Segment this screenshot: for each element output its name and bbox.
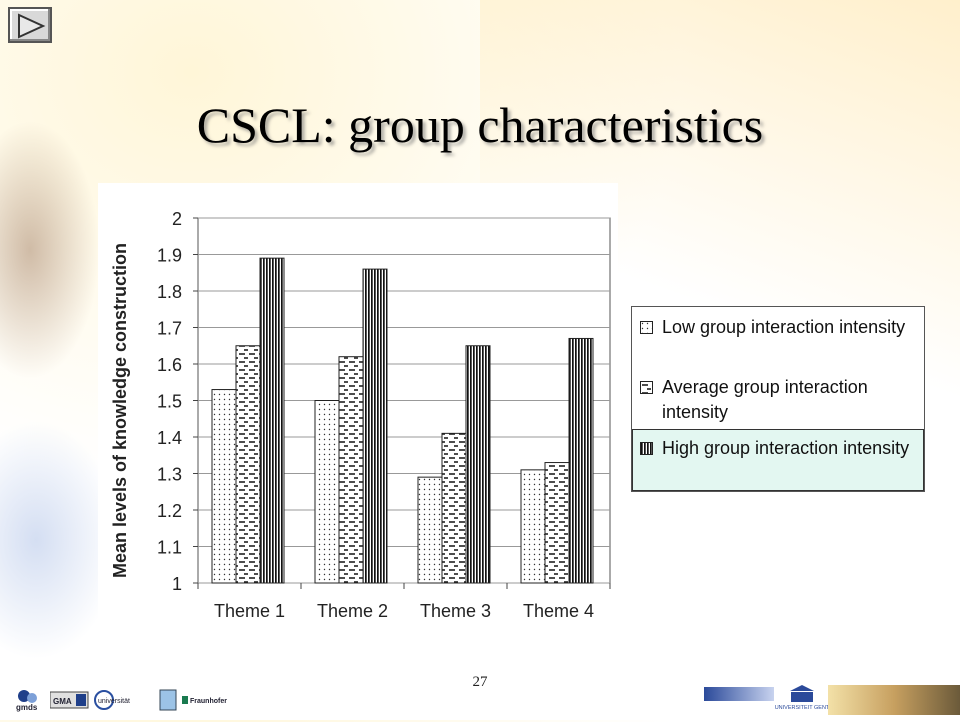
y-tick-label: 1.1 xyxy=(157,538,182,558)
legend-item-low: Low group interaction intensity xyxy=(640,315,920,369)
bar-dashed-4 xyxy=(544,462,570,584)
bar-vertical-stripes-4 xyxy=(568,337,594,584)
legend-label-low: Low group interaction intensity xyxy=(662,317,906,337)
y-tick-label: 1.5 xyxy=(157,392,182,412)
legend-swatch-dotted xyxy=(640,321,653,334)
play-triangle-icon xyxy=(18,13,46,39)
y-tick-label: 2 xyxy=(172,209,182,229)
bar-chart: 1 1.1 1.2 1.3 1.4 1.5 1.6 1.7 1.8 1.9 2 Mean levels… xyxy=(98,183,618,628)
ugent-building-icon xyxy=(790,685,814,702)
legend-swatch-dashed xyxy=(640,381,653,394)
legend-label-average: Average group interaction intensity xyxy=(662,377,868,422)
legend-swatch-striped xyxy=(640,442,653,455)
bar-dotted-4 xyxy=(520,469,546,584)
bar-dotted-1 xyxy=(211,389,237,584)
slide-title: CSCL: group characteristics xyxy=(196,97,764,153)
fraunhofer-logo: Fraunhofer xyxy=(182,688,234,712)
universitaet-logo-text: universität xyxy=(98,698,130,705)
footer-logos-left: gmds GMA universität Fraunhofer xyxy=(14,688,234,714)
footer-logos-right: UNIVERSITEIT GENT xyxy=(704,683,960,717)
legend-item-average: Average group interaction intensity xyxy=(640,375,920,429)
y-tick-label: 1 xyxy=(172,574,182,594)
gmds-logo-text: gmds xyxy=(16,703,38,712)
bar-vertical-stripes-1 xyxy=(259,257,285,584)
bar-vertical-stripes-3 xyxy=(465,345,491,584)
next-slide-button[interactable] xyxy=(8,7,52,43)
x-tick-label: Theme 2 xyxy=(317,601,388,621)
bar-dotted-3 xyxy=(417,476,443,584)
y-tick-label: 1.3 xyxy=(157,465,182,485)
y-tick-label: 1.4 xyxy=(157,428,182,448)
bar-dashed-2 xyxy=(338,356,364,584)
bar-vertical-stripes-2 xyxy=(362,268,388,584)
y-tick-label: 1.7 xyxy=(157,319,182,339)
bar-dotted-2 xyxy=(314,400,340,584)
universitaet-logo: universität xyxy=(94,688,152,712)
x-tick-label: Theme 4 xyxy=(523,601,594,621)
y-axis-label: Mean levels of knowledge construction xyxy=(110,243,130,578)
chart-canvas: 1 1.1 1.2 1.3 1.4 1.5 1.6 1.7 1.8 1.9 2 Mean levels… xyxy=(110,209,611,621)
legend-label-high: High group interaction intensity xyxy=(662,438,910,458)
fraunhofer-logo-text: Fraunhofer xyxy=(190,698,227,705)
page-number: 27 xyxy=(472,674,488,690)
background-photo-blur xyxy=(0,120,100,380)
y-tick-label: 1.2 xyxy=(157,501,182,521)
legend-item-high: High group interaction intensity xyxy=(632,429,924,491)
y-tick-label: 1.6 xyxy=(157,355,182,375)
x-tick-label: Theme 1 xyxy=(214,601,285,621)
ugent-banner: UNIVERSITEIT GENT xyxy=(704,685,960,715)
ugent-logo-text: UNIVERSITEIT GENT xyxy=(775,705,830,711)
y-tick-label: 1.8 xyxy=(157,282,182,302)
gma-logo: GMA xyxy=(49,688,90,712)
bar-dashed-1 xyxy=(235,345,261,584)
gma-logo-text: GMA xyxy=(53,697,72,706)
y-tick-label: 1.9 xyxy=(157,246,182,266)
crest-logo xyxy=(158,688,178,712)
gmds-logo: gmds xyxy=(14,688,46,712)
chart-legend: Low group interaction intensity Average … xyxy=(631,306,925,492)
x-tick-label: Theme 3 xyxy=(420,601,491,621)
bar-dashed-3 xyxy=(441,432,467,584)
